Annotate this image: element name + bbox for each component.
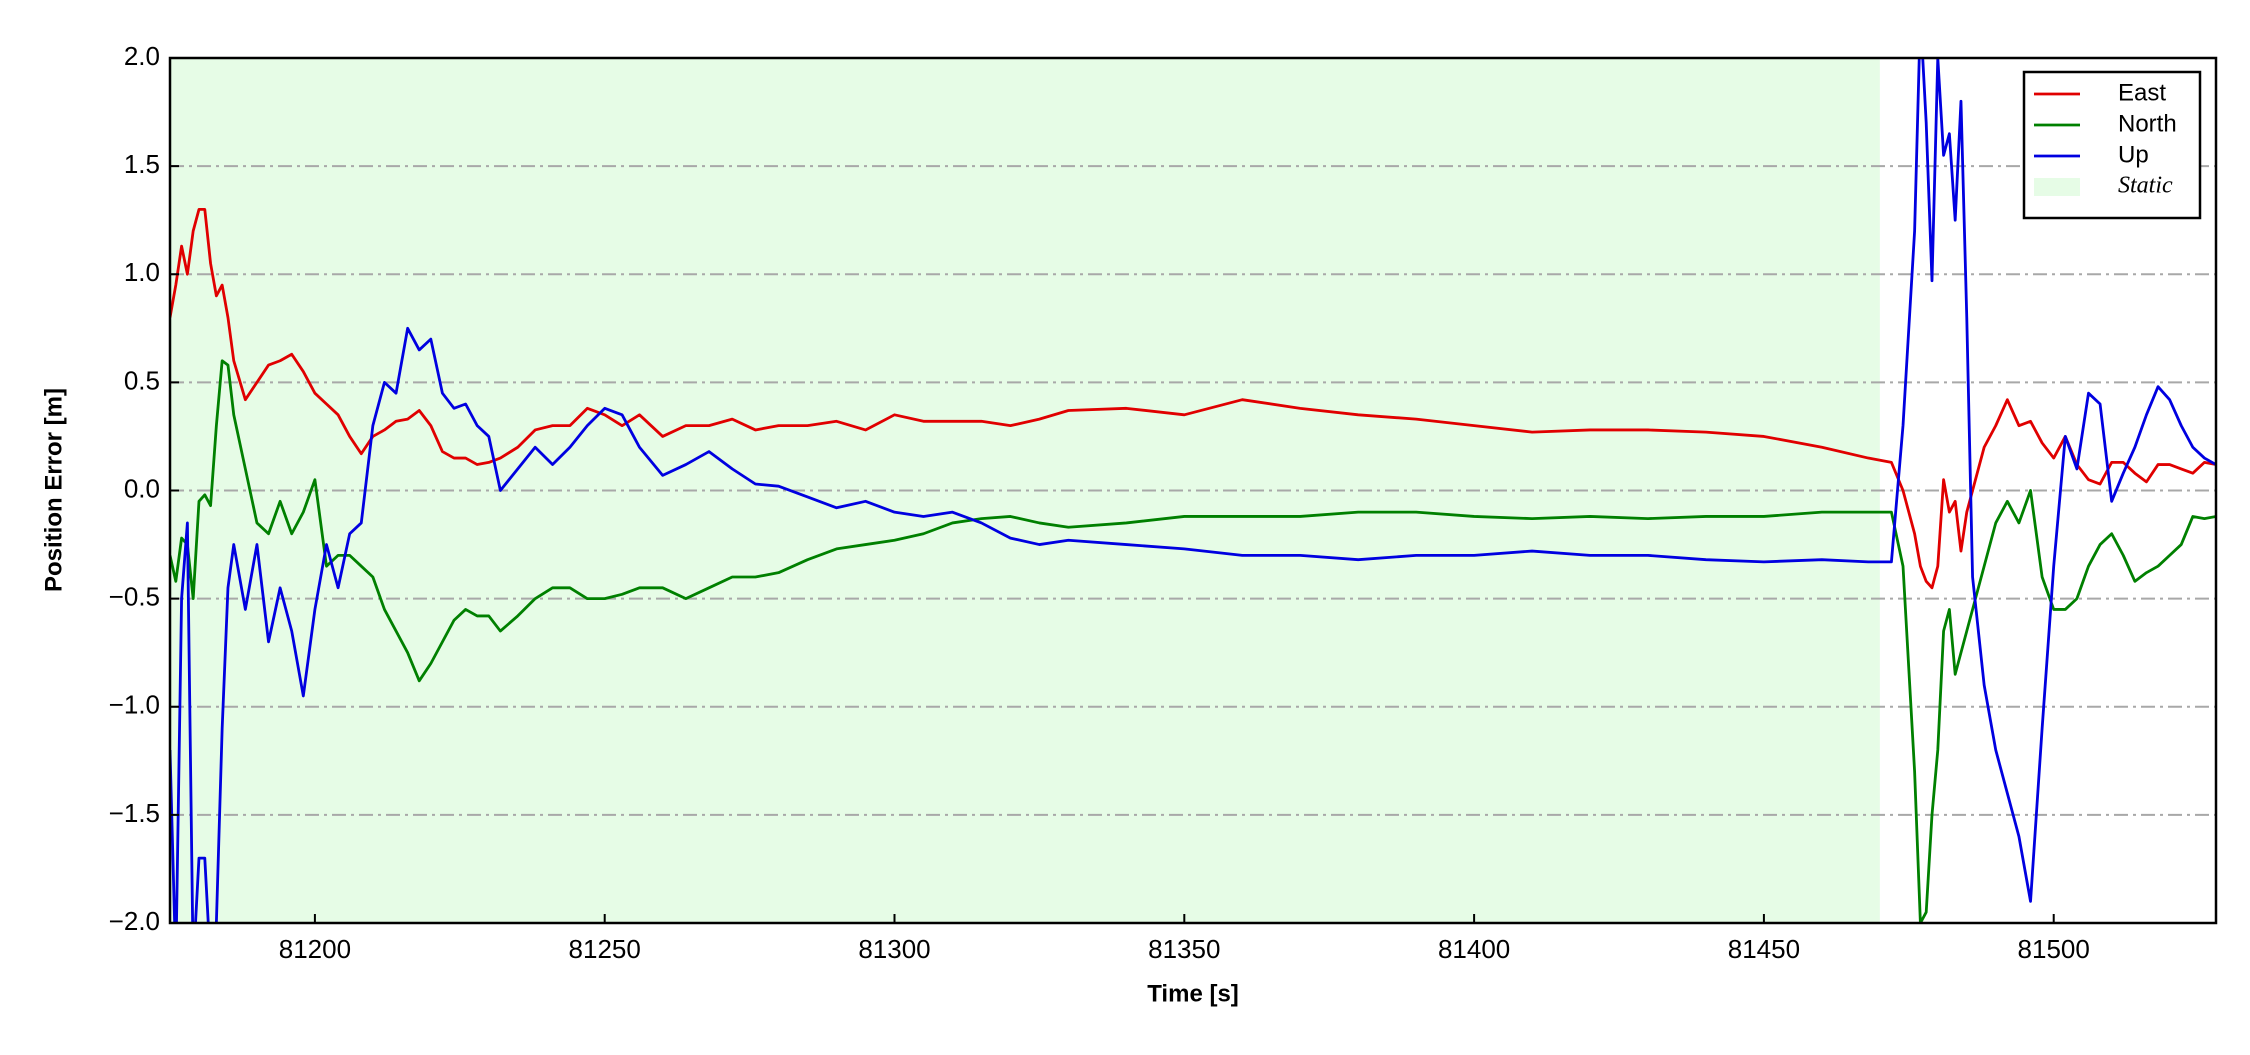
x-tick-label: 81200	[279, 934, 351, 964]
y-tick-label: 0.0	[124, 473, 160, 503]
legend-swatch	[2034, 178, 2080, 196]
legend-label: Up	[2118, 141, 2149, 168]
x-tick-label: 81350	[1148, 934, 1220, 964]
x-tick-label: 81250	[569, 934, 641, 964]
series-line	[170, 359, 2216, 923]
x-tick-label: 81400	[1438, 934, 1510, 964]
y-tick-label: 2.0	[124, 41, 160, 71]
axes-layer: −2.0 −1.5 −1.0 −0.5 0.0 0.5 1.0 1.5 2.0 81200 8125…	[109, 41, 2090, 964]
legend-label: East	[2118, 79, 2166, 106]
lines-layer	[170, 58, 2216, 923]
x-axis-label: Time [s]	[1147, 980, 1239, 1007]
y-tick-label: −1.0	[109, 690, 160, 720]
series-line	[170, 58, 2216, 923]
y-tick-label: 0.5	[124, 365, 160, 395]
y-tick-label: −2.0	[109, 906, 160, 936]
x-tick-label: 81450	[1728, 934, 1800, 964]
y-tick-label: −1.5	[109, 798, 160, 828]
series-line	[170, 207, 2216, 590]
y-tick-label: −0.5	[109, 582, 160, 612]
x-tick-label: 81300	[858, 934, 930, 964]
legend-label: North	[2118, 110, 2177, 137]
y-tick-label: 1.5	[124, 149, 160, 179]
x-tick-label: 81500	[2018, 934, 2090, 964]
y-tick-label: 1.0	[124, 257, 160, 287]
legend: East North Up Static	[2022, 70, 2202, 220]
y-axis-label: Position Error [m]	[40, 388, 67, 592]
legend-label: Static	[2118, 173, 2173, 199]
